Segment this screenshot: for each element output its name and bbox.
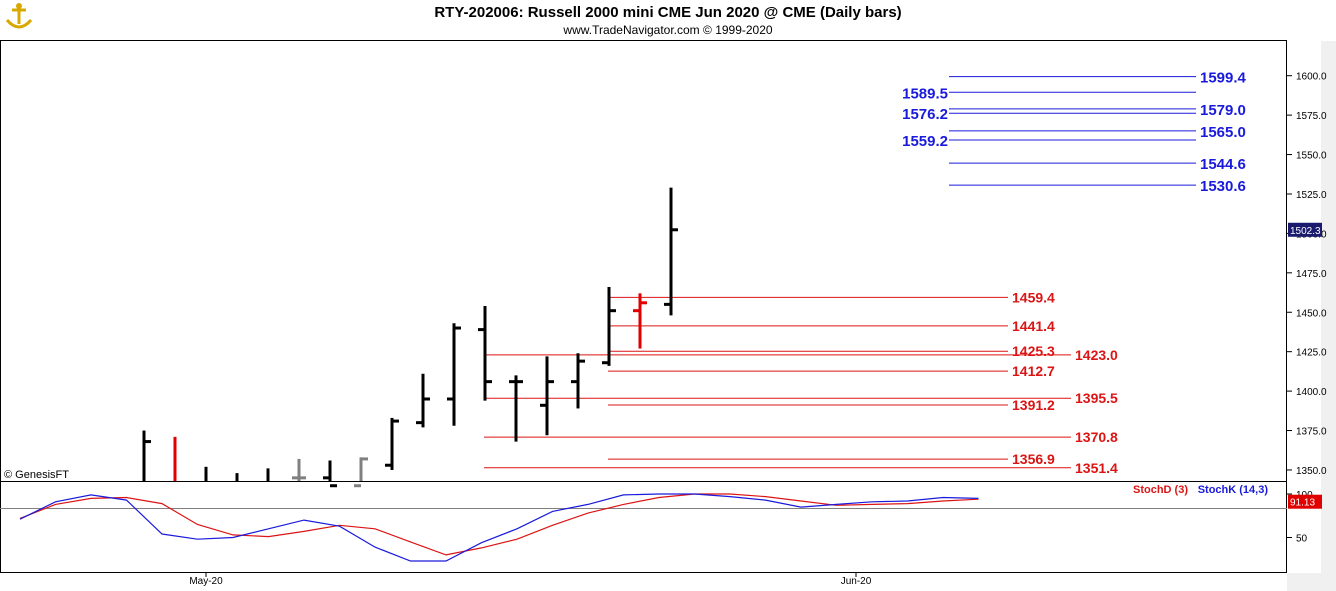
lower-level-label: 1370.8: [1075, 429, 1118, 445]
date-tick-label: May-20: [189, 576, 223, 587]
legend-stoch-k: StochK (14,3): [1198, 484, 1269, 496]
lower-level-label: 1423.0: [1075, 347, 1118, 363]
watermark: © GenesisFT: [4, 469, 69, 481]
chart-title: RTY-202006: Russell 2000 mini CME Jun 20…: [434, 4, 901, 21]
stoch-last-badge: [1288, 494, 1322, 509]
ohlc-bars: [142, 187, 678, 488]
last-price-marker: 1502.3: [1288, 222, 1322, 237]
logo-icon: [2, 2, 36, 32]
price-tick-label: 1575.0: [1296, 111, 1327, 122]
price-tick-label: 1450.0: [1296, 308, 1327, 319]
stoch-panel-frame: [0, 481, 1287, 573]
price-tick-label: 1600.0: [1296, 72, 1327, 83]
price-tick-label: 1375.0: [1296, 427, 1327, 438]
scrollbar-bottom-right[interactable]: [1287, 573, 1336, 591]
upper-level-label: 1576.2: [902, 106, 948, 123]
price-panel-frame: [0, 40, 1287, 482]
upper-level-label: 1579.0: [1200, 102, 1246, 119]
upper-level-label: 1599.4: [1200, 70, 1247, 87]
stochastic-lines: [19, 493, 979, 562]
stoch-d-line: [19, 493, 979, 556]
price-tick-label: 1525.0: [1296, 190, 1327, 201]
upper-level-label: 1565.0: [1200, 124, 1246, 141]
stoch-k-line: [19, 493, 979, 562]
stoch-tick-label: 50: [1296, 534, 1308, 545]
lower-level-label: 1395.5: [1075, 390, 1118, 406]
price-tick-label: 1425.0: [1296, 348, 1327, 359]
lower-level-label: 1356.9: [1012, 451, 1055, 467]
upper-level-label: 1544.6: [1200, 156, 1246, 173]
last-price-label: 1502.3: [1290, 226, 1321, 237]
upper-target-levels: 1599.4 1589.5 1579.0 1576.2 1565.0 1559.2 1544…: [902, 70, 1246, 196]
legend-stoch-d: StochD (3): [1133, 484, 1188, 496]
price-tick-label: 1400.0: [1296, 387, 1327, 398]
upper-level-label: 1559.2: [902, 133, 948, 150]
stoch-last-label: 91.13: [1290, 498, 1315, 509]
price-tick-label: 1475.0: [1296, 269, 1327, 280]
lower-level-label: 1412.7: [1012, 363, 1055, 379]
date-axis: May-20 Jun-20: [189, 573, 872, 587]
price-tick-label: 1350.0: [1296, 466, 1327, 477]
lower-level-label: 1459.4: [1012, 289, 1055, 305]
stoch-axis-ticks: 1005091.13: [1287, 490, 1322, 545]
lower-level-label: 1441.4: [1012, 318, 1055, 334]
upper-level-label: 1530.6: [1200, 178, 1246, 195]
right-axis-strip: [1321, 41, 1336, 591]
lower-level-label: 1351.4: [1075, 460, 1118, 476]
date-tick-label: Jun-20: [841, 576, 872, 587]
price-tick-label: 1550.0: [1296, 151, 1327, 162]
last-price-badge: [1288, 222, 1322, 237]
lower-support-levels: 1459.4 1441.4 1425.3 1423.0 1412.7 1395.5 1391…: [484, 289, 1118, 476]
lower-level-label: 1391.2: [1012, 397, 1055, 413]
lower-level-label: 1425.3: [1012, 343, 1055, 359]
upper-level-label: 1589.5: [902, 85, 948, 102]
chart-subtitle: www.TradeNavigator.com © 1999-2020: [562, 23, 772, 37]
